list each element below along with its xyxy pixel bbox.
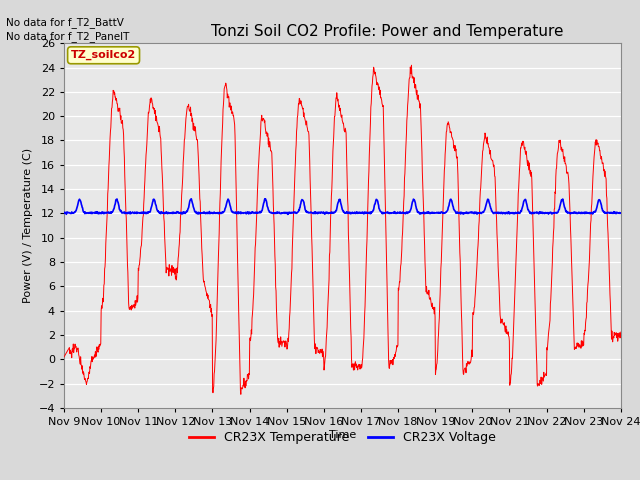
Text: No data for f_T2_PanelT: No data for f_T2_PanelT (6, 31, 130, 42)
Title: Tonzi Soil CO2 Profile: Power and Temperature: Tonzi Soil CO2 Profile: Power and Temper… (211, 24, 563, 39)
X-axis label: Time: Time (329, 430, 356, 440)
Text: No data for f_T2_BattV: No data for f_T2_BattV (6, 17, 124, 28)
Legend: CR23X Temperature, CR23X Voltage: CR23X Temperature, CR23X Voltage (184, 426, 501, 449)
Text: TZ_soilco2: TZ_soilco2 (71, 50, 136, 60)
Y-axis label: Power (V) / Temperature (C): Power (V) / Temperature (C) (23, 148, 33, 303)
